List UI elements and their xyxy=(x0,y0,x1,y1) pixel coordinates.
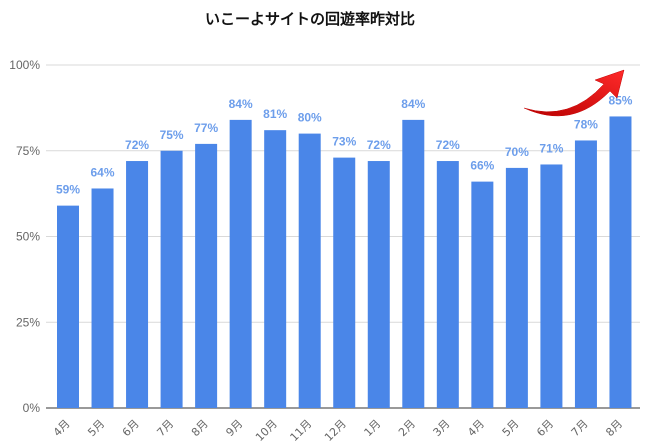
x-tick-label: 8月 xyxy=(189,417,211,439)
bar xyxy=(402,119,425,408)
data-label: 75% xyxy=(160,128,184,142)
bar xyxy=(264,130,287,409)
chart-title: いこーよサイトの回遊率昨対比 xyxy=(204,10,415,28)
x-tick-label: 2月 xyxy=(396,417,418,439)
data-labels: 59% 64% 72% 75% 77% 84% 81% 80% 73% 72% 84% 72% 66% 7… xyxy=(56,93,633,196)
data-label: 84% xyxy=(401,97,425,111)
bar xyxy=(91,188,114,408)
data-label: 84% xyxy=(229,97,253,111)
bar xyxy=(57,205,79,408)
bar xyxy=(609,116,632,408)
x-axis-ticks: 4月 5月 6月 7月 8月 9月 10月 11月 12月 1月 2月 3月 4月 5月 6月 7月 8月 xyxy=(51,417,625,444)
x-tick-label: 7月 xyxy=(569,417,591,439)
x-tick-label: 4月 xyxy=(465,417,487,439)
y-tick-label: 0% xyxy=(23,401,41,415)
data-label: 78% xyxy=(574,117,598,131)
data-label: 72% xyxy=(436,138,460,152)
data-label: 66% xyxy=(470,159,494,173)
x-tick-label: 4月 xyxy=(51,417,73,439)
bar xyxy=(505,167,528,408)
y-tick-label: 25% xyxy=(16,315,40,329)
y-tick-label: 75% xyxy=(16,144,40,158)
x-tick-label: 3月 xyxy=(431,417,453,439)
bar xyxy=(367,161,390,408)
data-label: 72% xyxy=(125,138,149,152)
bar xyxy=(436,161,459,408)
x-tick-label: 11月 xyxy=(288,417,315,444)
bar xyxy=(574,140,597,408)
data-label: 72% xyxy=(367,138,391,152)
x-tick-label: 12月 xyxy=(322,417,349,444)
bar xyxy=(333,157,356,408)
data-label: 71% xyxy=(539,141,563,155)
bar xyxy=(126,161,149,408)
data-label: 85% xyxy=(608,93,632,107)
x-tick-label: 6月 xyxy=(534,417,556,439)
data-label: 73% xyxy=(332,135,356,149)
x-tick-label: 5月 xyxy=(85,417,107,439)
red-upward-arrow-icon xyxy=(523,69,625,117)
data-label: 64% xyxy=(91,165,115,179)
data-label: 70% xyxy=(505,145,529,159)
data-label: 80% xyxy=(298,111,322,125)
trend-arrow-annotation xyxy=(523,69,625,117)
data-label: 81% xyxy=(263,107,287,121)
x-tick-label: 5月 xyxy=(500,417,522,439)
bar xyxy=(540,164,563,408)
y-axis-ticks: 0% 25% 50% 75% 100% xyxy=(9,58,40,415)
bar xyxy=(160,150,183,408)
bars xyxy=(57,116,632,409)
data-label: 59% xyxy=(56,183,80,197)
x-tick-label: 7月 xyxy=(154,417,176,439)
x-tick-label: 1月 xyxy=(362,417,384,439)
y-tick-label: 100% xyxy=(9,58,40,72)
x-tick-label: 9月 xyxy=(223,417,245,439)
bar xyxy=(298,133,321,408)
data-label: 77% xyxy=(194,121,218,135)
bar xyxy=(229,119,252,408)
x-tick-label: 6月 xyxy=(120,417,142,439)
y-tick-label: 50% xyxy=(16,230,40,244)
bar xyxy=(471,181,494,408)
x-tick-label: 8月 xyxy=(603,417,625,439)
x-tick-label: 10月 xyxy=(253,417,280,444)
bar xyxy=(195,143,218,408)
